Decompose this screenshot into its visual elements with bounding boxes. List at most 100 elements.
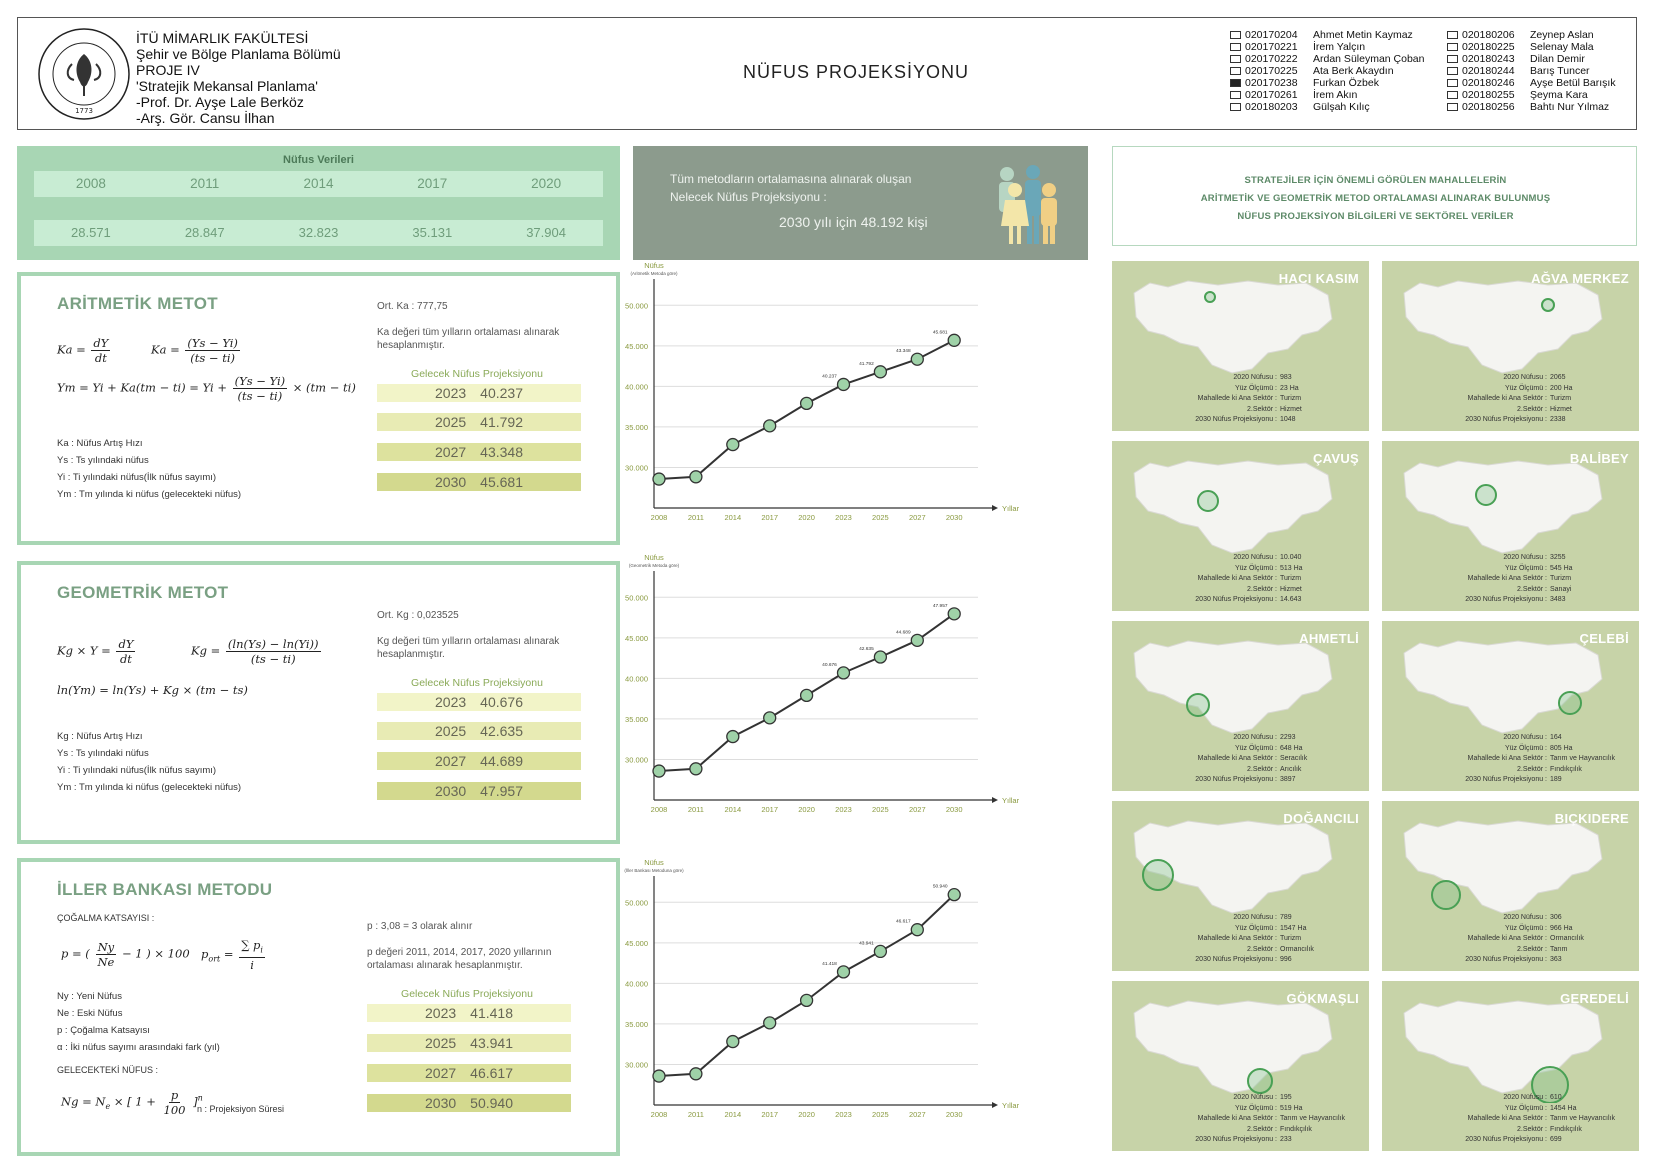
location-marker-icon [1247,1068,1273,1094]
data-point [873,944,888,959]
data-label: 43.941 [859,940,874,946]
student-id: 020170204 [1245,29,1298,41]
district-map [1403,280,1603,374]
stat-label: 2020 Nüfusu : [1233,374,1277,381]
data-label: 44.689 [896,629,911,635]
student-row: 020180255 Şeyma Kara [1447,89,1616,101]
stat-value: Seracılık [1280,755,1308,762]
stat-value: 164 [1550,734,1562,741]
checkbox-icon [1230,103,1241,111]
stat-row: Yüz Ölçümü :513 Ha [1172,564,1362,575]
x-tick-label: 2027 [909,1110,926,1119]
stat-row: 2.Sektör : Fındıkçılık [1442,765,1632,776]
y-tick-label: 40.000 [625,674,648,683]
stat-value: 2338 [1550,416,1566,423]
projection-row: 2030 47.957 [377,782,581,800]
stat-label: 2020 Nüfusu : [1503,374,1547,381]
stat-label: Mahallede ki Ana Sektör : [1197,1115,1277,1122]
stat-value: 3897 [1280,776,1296,783]
y-tick-label: 45.000 [625,634,648,643]
student-name: İrem Yalçın [1313,41,1366,53]
checkbox-icon [1447,55,1458,63]
method-title: ARİTMETİK METOT [57,294,218,313]
stat-row: Yüz Ölçümü :648 Ha [1172,744,1362,755]
data-point [726,437,740,452]
method-note: p değeri 2011, 2014, 2017, 2020 yılların… [367,947,552,971]
stat-label: Yüz Ölçümü : [1504,924,1547,932]
location-marker-icon [1204,291,1216,303]
institution-line: -Prof. Dr. Ayşe Lale Berköz [136,94,304,110]
stat-row: 2020 Nüfusu :789 [1172,913,1362,924]
checkbox-icon [1447,67,1458,75]
x-tick-label: 2030 [946,805,963,814]
student-name: Barış Tuncer [1530,65,1590,77]
checkbox-icon [1447,43,1458,51]
location-marker-icon [1475,484,1497,506]
stat-value: 363 [1550,956,1562,963]
strategy-line: ARİTMETİK VE GEOMETRİK METOD ORTALAMASI … [1200,193,1551,204]
data-point [873,365,888,379]
checkbox-icon [1230,43,1241,51]
data-label: 41.792 [859,361,874,367]
neighborhood-card: ÇAVUŞ 2020 Nüfusu :10.040 Yüz Ölçümü :513 … [1112,441,1369,611]
x-tick-label: 2014 [724,805,741,814]
stat-label: 2020 Nüfusu : [1233,914,1277,921]
projection-year: 2027 [435,753,467,769]
x-tick-label: 2011 [688,1110,704,1119]
y-axis-sublabel: (Aritmetik Metoda göre) [630,271,678,276]
stat-label: 2030 Nüfus Projeksiyonu : [1195,416,1277,423]
y-tick-label: 35.000 [625,423,648,432]
student-name: Ardan Süleyman Çoban [1313,53,1425,65]
stat-value: 2065 [1550,374,1566,381]
stat-label: 2030 Nüfus Projeksiyonu : [1465,956,1547,963]
x-tick-label: 2020 [798,513,815,522]
stat-value: 1454 Ha [1550,1104,1577,1112]
projection-row: 2030 50.940 [367,1094,571,1112]
projection-row: 2030 45.681 [377,473,581,491]
projection-year: 2027 [425,1065,457,1081]
stat-label: 2.Sektör : [1517,585,1547,593]
method-legend: Ny : Yeni Nüfus Ne : Eski Nüfus p : Çoğa… [57,988,220,1056]
x-axis-label: Yıllar [1002,504,1020,513]
stat-label: Mahallede ki Ana Sektör : [1197,935,1277,942]
student-name: Şeyma Kara [1530,89,1588,101]
x-tick-label: 2025 [872,513,889,522]
student-name: Ayşe Betül Barışık [1530,77,1616,89]
stat-row: Mahallede ki Ana Sektör : Ormancılık [1442,934,1632,945]
ort-value: Ort. Kg : 0,023525 [377,610,459,621]
stat-value: 2293 [1280,734,1296,741]
district-map [1403,1000,1603,1103]
checkbox-icon [1230,67,1241,75]
census-value: 32.823 [298,225,339,240]
district-map [1133,820,1333,914]
student-name: Zeynep Aslan [1530,29,1594,41]
stat-value: Hizmet [1280,585,1302,593]
stat-row: Mahallede ki Ana Sektör : Turizm [1172,574,1362,585]
legend-line: Ka : Nüfus Artış Hızı [57,438,143,449]
x-tick-label: 2011 [688,805,704,814]
kg-formula-2: Kg = (ln(Ys) − ln(Yi)) (ts − ti) [191,637,321,666]
stat-label: Yüz Ölçümü : [1234,924,1277,932]
stat-value: 233 [1280,1136,1292,1143]
y-tick-label: 30.000 [625,1060,648,1069]
data-point [799,396,814,411]
data-point [652,1069,666,1083]
stat-value: Turizm [1280,575,1302,582]
data-label: 40.676 [822,662,837,668]
stat-value: Tarım ve Hayvancılık [1550,1115,1615,1122]
projection-year: 2030 [435,783,467,799]
stat-value: Turizm [1550,575,1572,582]
data-point [689,470,703,484]
y-tick-label: 50.000 [625,301,648,310]
data-label: 40.237 [822,373,837,379]
stat-row: Mahallede ki Ana Sektör : Tarım ve Hayvan… [1442,754,1632,765]
stat-value: 10.040 [1280,554,1302,561]
method-legend: Kg : Nüfus Artış Hızı Ys : Ts yılındaki … [57,728,241,796]
stat-value: 648 Ha [1280,744,1303,752]
stat-row: Yüz Ölçümü :1547 Ha [1172,924,1362,935]
stat-value: Turizm [1280,395,1302,402]
kg-formula-1: Kg × Y = dY dt [57,637,136,666]
stat-row: 2020 Nüfusu :983 [1172,373,1362,384]
stat-label: Yüz Ölçümü : [1234,384,1277,392]
x-tick-label: 2014 [724,1110,741,1119]
